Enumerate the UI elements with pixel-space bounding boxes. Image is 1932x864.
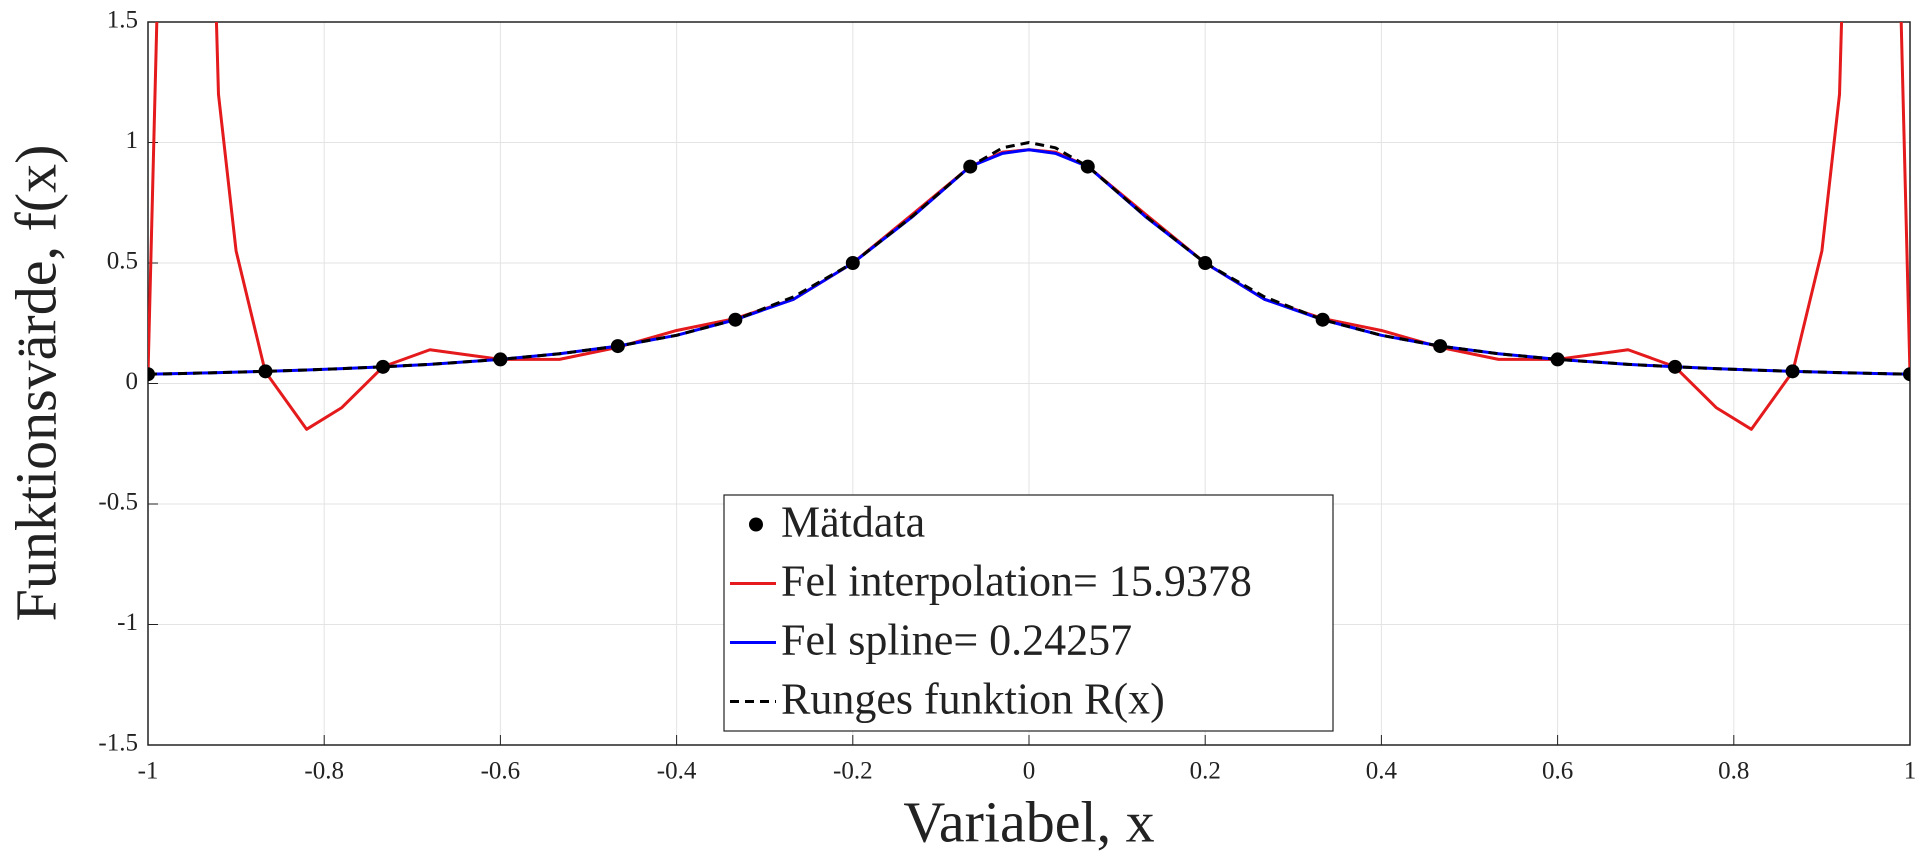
x-tick-label: 1 [1904, 758, 1917, 785]
x-tick-label: 0.2 [1190, 758, 1221, 785]
data-point [963, 159, 978, 174]
y-tick-label: -1.5 [98, 730, 138, 757]
x-tick-label: -0.4 [657, 758, 697, 785]
data-point [845, 256, 860, 270]
y-tick-label: -1 [117, 609, 138, 636]
data-point [610, 339, 625, 354]
data-point [493, 352, 508, 367]
y-tick-label: 0 [126, 368, 139, 395]
data-point [1785, 364, 1800, 379]
data-point [148, 367, 155, 382]
x-tick-label: -0.8 [304, 758, 344, 785]
y-tick-label: 1 [126, 127, 139, 154]
y-tick-label: 1.5 [107, 7, 138, 34]
x-tick-label: 0.8 [1718, 758, 1749, 785]
x-tick-label: -0.6 [481, 758, 521, 785]
data-point [1198, 256, 1213, 270]
data-point [1550, 352, 1565, 367]
legend-box [723, 494, 1334, 732]
data-point [728, 312, 743, 327]
x-tick-label: 0.6 [1542, 758, 1573, 785]
x-tick-label: 0.4 [1366, 758, 1398, 785]
data-point [1668, 359, 1683, 374]
data-point [258, 364, 273, 379]
plot-content [148, 22, 1910, 431]
y-tick-label: -0.5 [98, 489, 138, 516]
series-line [148, 141, 1910, 376]
legend-label: Runges funktion R(x) [781, 675, 1165, 724]
x-tick-label: -1 [138, 758, 159, 785]
x-axis-label: Variabel, x [903, 789, 1154, 854]
y-axis-label: Funktionsvärde, f(x) [3, 145, 68, 622]
legend-label: Mätdata [781, 498, 925, 547]
y-tick-label: 0.5 [107, 248, 138, 275]
data-point [1433, 339, 1448, 354]
legend-label: Fel spline= 0.24257 [781, 616, 1132, 665]
x-tick-label: -0.2 [833, 758, 873, 785]
axes-box [147, 21, 1911, 746]
data-point [1315, 312, 1330, 327]
data-point [375, 359, 390, 374]
x-tick-label: 0 [1023, 758, 1036, 785]
data-point [1080, 159, 1095, 174]
legend-label: Fel interpolation= 15.9378 [781, 557, 1252, 606]
data-point [1903, 367, 1910, 382]
legend-marker [749, 517, 763, 532]
